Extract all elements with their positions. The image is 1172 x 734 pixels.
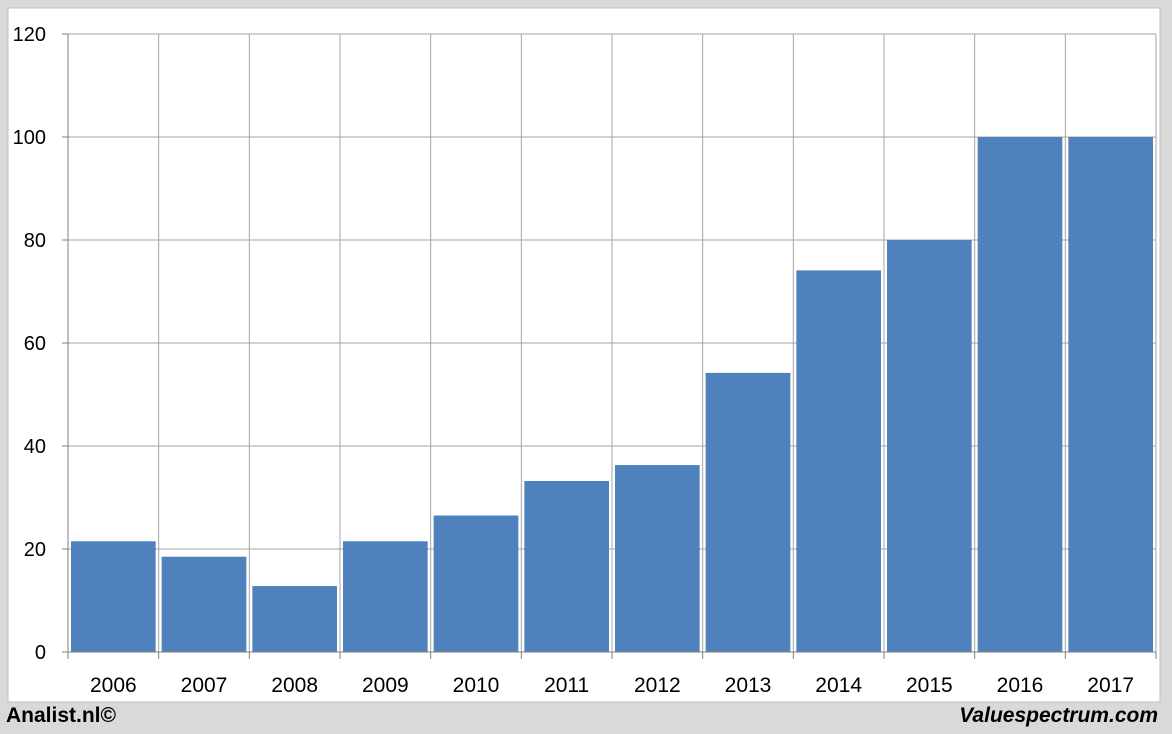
bar-2006 xyxy=(71,541,156,652)
x-tick-label: 2015 xyxy=(906,674,953,697)
x-tick-label: 2007 xyxy=(181,674,228,697)
x-tick-label: 2006 xyxy=(90,674,137,697)
bar-2011 xyxy=(524,481,609,652)
y-tick-label: 60 xyxy=(24,333,46,355)
bar-2008 xyxy=(252,586,337,652)
y-tick-labels: 0 20 40 60 80 100 120 xyxy=(13,24,46,664)
y-tick-label: 0 xyxy=(35,642,46,664)
x-tick-label: 2016 xyxy=(997,674,1044,697)
y-tick-label: 20 xyxy=(24,539,46,561)
bar-2013 xyxy=(705,372,791,652)
x-tick-label: 2010 xyxy=(453,674,500,697)
y-tick-label: 40 xyxy=(24,436,46,458)
bar-2015 xyxy=(887,240,972,652)
brand-label: Valuespectrum.com xyxy=(959,704,1158,727)
x-tick-label: 2008 xyxy=(271,674,318,697)
bar-2017 xyxy=(1068,137,1153,652)
x-tick-label: 2009 xyxy=(362,674,409,697)
axes xyxy=(62,33,1157,659)
x-tick-label: 2011 xyxy=(544,674,589,697)
y-tick-label: 80 xyxy=(24,230,46,252)
x-tick-labels: 2006 2007 2008 2009 2010 2011 2012 2013 2014 2015… xyxy=(90,674,1134,697)
x-tick-label: 2014 xyxy=(815,674,862,697)
bar-2014 xyxy=(796,270,881,652)
bar-2012 xyxy=(615,465,700,652)
x-tick-label: 2012 xyxy=(634,674,681,697)
bar-2009 xyxy=(343,541,428,652)
source-label: Analist.nl© xyxy=(6,704,116,727)
gridlines xyxy=(68,33,1157,652)
x-tick-label: 2013 xyxy=(725,674,772,697)
bar-2010 xyxy=(433,515,519,652)
bars xyxy=(71,137,1153,652)
y-tick-label: 120 xyxy=(13,24,46,46)
bar-2007 xyxy=(161,556,247,652)
x-tick-label: 2017 xyxy=(1087,674,1134,697)
y-tick-label: 100 xyxy=(13,127,46,149)
bar-2016 xyxy=(977,137,1063,652)
